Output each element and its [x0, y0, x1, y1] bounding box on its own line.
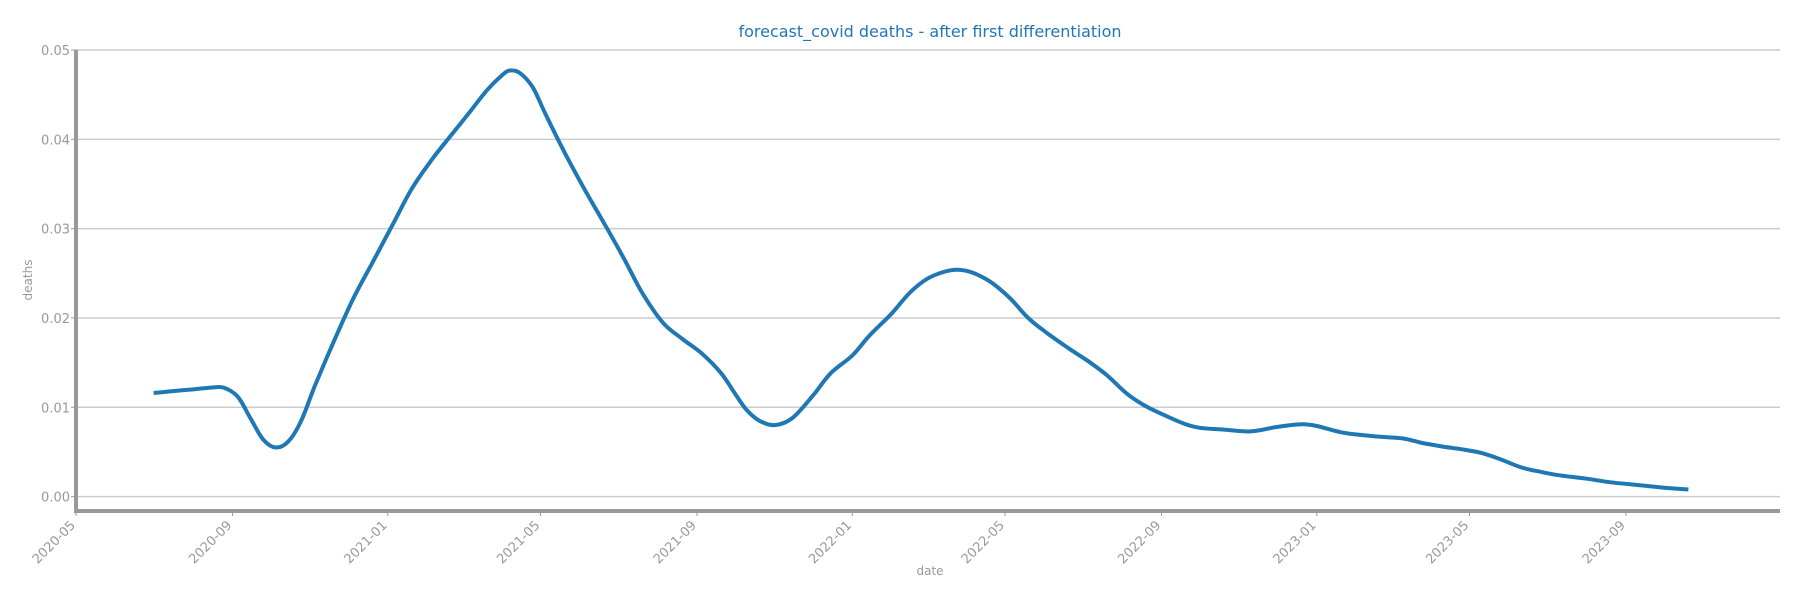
y-tick-label: 0.03	[41, 223, 70, 238]
x-tick-label: 2022-01	[806, 518, 855, 567]
x-tick-label: 2023-05	[1423, 518, 1472, 567]
y-axis-ticks: 0.00 0.01 0.02 0.03 0.04 0.05	[41, 44, 76, 506]
y-tick-label: 0.04	[41, 133, 70, 148]
x-tick-label: 2023-09	[1580, 518, 1629, 567]
x-axis-ticks: 2020-05 2020-09 2021-01 2021-05 2021-09 2022-…	[30, 510, 1629, 567]
x-tick-label: 2021-05	[494, 518, 543, 567]
series-line-0	[153, 68, 1689, 492]
y-tick-label: 0.05	[41, 44, 70, 59]
x-axis-label: date	[916, 564, 943, 578]
grid-lines	[76, 49, 1780, 498]
x-tick-label: 2020-05	[30, 518, 79, 567]
chart-title: forecast_covid deaths - after first diff…	[738, 22, 1121, 42]
y-axis-label: deaths	[21, 260, 35, 301]
y-tick-label: 0.00	[41, 491, 70, 506]
y-tick-label: 0.01	[41, 401, 70, 416]
x-tick-label: 2021-09	[651, 518, 700, 567]
axes	[74, 50, 1780, 513]
x-tick-label: 2022-05	[959, 518, 1008, 567]
y-tick-label: 0.02	[41, 312, 70, 327]
x-tick-label: 2020-09	[186, 518, 235, 567]
x-tick-label: 2023-01	[1271, 518, 1320, 567]
x-tick-label: 2021-01	[342, 518, 391, 567]
x-tick-label: 2022-09	[1115, 518, 1164, 567]
series-group	[153, 68, 1689, 492]
